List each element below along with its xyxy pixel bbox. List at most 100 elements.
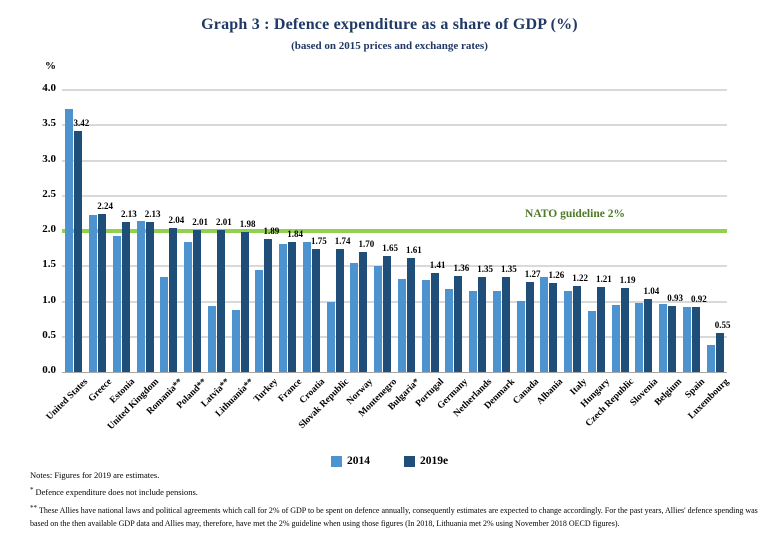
chart-title: Graph 3 : Defence expenditure as a share… [201, 16, 578, 33]
bar-value-label: 2.01 [192, 217, 208, 228]
legend-swatch-2014-icon [330, 455, 342, 467]
bar-value-label: 2.13 [121, 208, 137, 219]
bar-2014 [255, 269, 264, 372]
bar-2014 [231, 309, 240, 372]
bar-2019e [264, 238, 273, 372]
bar-2019e [715, 333, 724, 372]
y-axis-tick-label: 1.5 [42, 258, 56, 271]
bar-2019e [335, 249, 344, 372]
legend-label-2014: 2014 [346, 455, 370, 467]
legend-swatch-2019e-icon [403, 455, 415, 467]
bar-2014 [611, 305, 620, 372]
bar-2019e [359, 252, 368, 372]
bar-2014 [516, 300, 525, 372]
nato-guideline-line [62, 229, 727, 233]
bar-value-label: 1.61 [406, 245, 422, 256]
gridline [62, 300, 727, 303]
bar-value-label: 3.42 [73, 117, 90, 128]
bar-value-label: 0.55 [714, 320, 731, 331]
bar-value-label: 1.84 [287, 229, 303, 240]
bar-2019e [596, 286, 605, 372]
gridline [62, 89, 727, 91]
y-axis-tick-label: 4.0 [42, 82, 56, 94]
note-star-text: Defence expenditure does not include pen… [35, 487, 198, 497]
bar-2019e [406, 258, 415, 372]
bar-2014 [540, 276, 549, 372]
bar-value-label: 2.24 [97, 201, 113, 212]
bar-2019e [145, 221, 154, 372]
bar-2019e [240, 232, 249, 372]
y-axis-tick-label: 3.5 [42, 117, 56, 130]
bar-2014 [302, 241, 311, 372]
bar-value-label: 1.36 [453, 263, 470, 274]
bar-2019e [549, 283, 558, 372]
gridline [62, 159, 727, 162]
bar-2014 [184, 241, 193, 372]
note-star-marker: * [30, 486, 34, 494]
bar-2019e [98, 214, 107, 372]
gridline [62, 335, 727, 338]
bar-value-label: 0.92 [691, 294, 707, 305]
note-star: * Defence expenditure does not include pe… [30, 486, 772, 497]
bar-value-label: 1.22 [572, 272, 588, 283]
bar-2014 [445, 288, 454, 372]
bar-2014 [587, 311, 596, 372]
y-axis-tick-label: 1.0 [42, 293, 56, 306]
bar-2019e [216, 230, 225, 372]
legend-label-2019e: 2019e [419, 455, 449, 467]
bar-2014 [564, 290, 573, 372]
bar-2019e [691, 307, 700, 372]
bar-2014 [492, 290, 501, 372]
bar-2014 [374, 266, 383, 372]
bar-2019e [193, 230, 202, 372]
bar-value-label: 1.26 [548, 270, 565, 281]
bar-value-label: 1.19 [619, 275, 636, 286]
legend-item-2019e: 2019e [403, 455, 449, 467]
bar-value-label: 1.35 [501, 263, 517, 274]
bar-2014 [136, 221, 145, 372]
chart-legend: 2014 2019e [0, 455, 779, 467]
bar-value-label: 1.74 [334, 236, 351, 247]
x-axis-line [62, 372, 727, 373]
bar-value-label: 1.04 [643, 285, 660, 296]
bar-value-label: 2.01 [216, 217, 232, 228]
note-doublestar: ** These Allies have national laws and po… [30, 503, 772, 530]
gridline [62, 194, 727, 197]
nato-guideline-label: NATO guideline 2% [525, 208, 625, 220]
bar-2014 [469, 290, 478, 372]
y-axis-tick-label: 3.0 [42, 152, 56, 165]
bar-value-label: 2.04 [168, 215, 185, 226]
note-doublestar-marker: ** [30, 504, 37, 512]
bar-2019e [644, 298, 653, 372]
bar-2014 [350, 262, 359, 372]
bar-2014 [65, 109, 74, 372]
legend-item-2014: 2014 [330, 455, 370, 467]
bar-2014 [112, 235, 121, 372]
bar-2019e [620, 288, 629, 372]
bar-2014 [682, 307, 691, 372]
bar-2019e [454, 276, 463, 372]
bar-value-label: 1.35 [477, 263, 493, 274]
y-axis-tick-label: 2.5 [42, 187, 56, 200]
bar-2014 [279, 243, 288, 372]
bar-value-label: 2.13 [144, 208, 161, 219]
bar-value-label: 1.65 [382, 242, 398, 253]
bar-value-label: 1.98 [239, 219, 256, 230]
bar-2019e [573, 285, 582, 372]
gridline [62, 265, 727, 268]
bar-2019e [169, 228, 178, 372]
y-axis-tick-label: 2.0 [42, 223, 56, 235]
bar-2019e [121, 221, 130, 372]
bar-2019e [668, 306, 677, 372]
bar-value-label: 1.70 [358, 239, 375, 250]
bar-value-label: 0.93 [667, 293, 683, 304]
y-axis-tick-label: 0.0 [42, 364, 56, 376]
bar-2019e [478, 276, 487, 372]
bar-value-label: 1.21 [596, 273, 612, 284]
bar-2014 [397, 278, 406, 372]
bar-2019e [383, 255, 392, 372]
chart-subtitle: (based on 2015 prices and exchange rates… [291, 40, 488, 52]
bar-2019e [501, 276, 510, 372]
